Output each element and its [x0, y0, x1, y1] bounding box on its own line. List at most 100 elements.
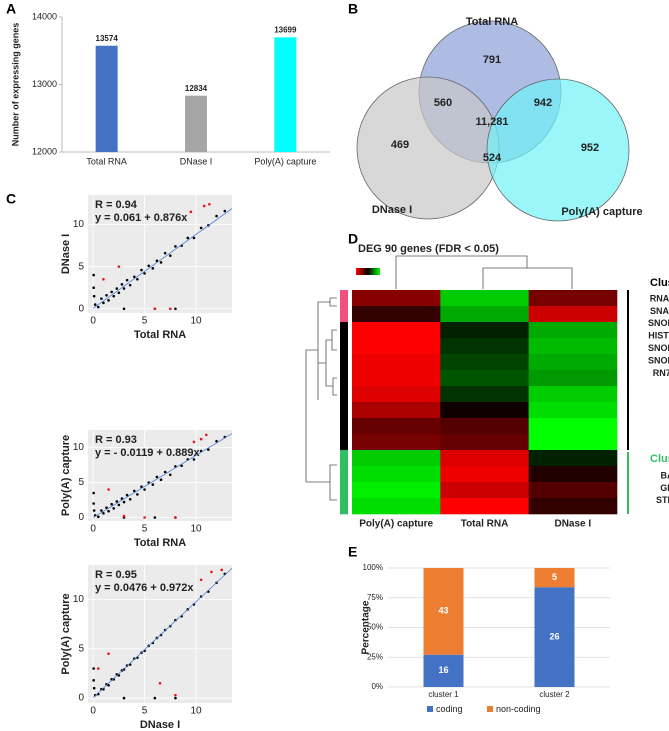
heatmap-cell: [440, 386, 529, 403]
set-label: Poly(A) capture: [561, 206, 642, 218]
annotation: y = 0.0476 + 0.972x: [95, 582, 194, 594]
value-label: 5: [552, 572, 557, 582]
heatmap-cell: [528, 386, 618, 403]
point: [125, 278, 129, 282]
value-label: 16: [438, 665, 448, 675]
point: [92, 286, 95, 290]
outlier-point: [122, 514, 126, 518]
point: [110, 502, 113, 506]
row-side-color: [340, 418, 348, 435]
heatmap-cell: [440, 418, 529, 435]
gene-label: GPC: [660, 483, 669, 493]
gene-label: SNORD3A: [648, 355, 669, 365]
point: [92, 273, 95, 277]
heatmap-cell: [440, 498, 529, 515]
outlier-point: [208, 202, 211, 206]
region-label: 942: [534, 97, 552, 109]
set-label: DNase I: [372, 204, 412, 216]
heatmap-cell: [440, 338, 529, 355]
y-tick-label: 10: [73, 594, 85, 605]
point: [215, 214, 218, 218]
point: [96, 515, 100, 519]
heatmap-cell: [440, 434, 529, 451]
point: [117, 503, 121, 507]
value-label: 12834: [185, 84, 208, 93]
point: [174, 245, 177, 248]
outlier-point: [96, 667, 100, 670]
points: [92, 567, 232, 700]
point: [122, 668, 126, 671]
point: [159, 633, 163, 637]
x-tick-label: 0: [90, 706, 96, 717]
bar-segment: [534, 568, 575, 588]
point: [112, 507, 116, 510]
bar-segment: [423, 654, 464, 687]
heatmap-cell: [440, 290, 529, 307]
outlier-point: [189, 210, 193, 214]
cluster-label: Cluster 2: [650, 453, 669, 465]
point: [151, 483, 155, 486]
chart-title: DEG 90 genes (FDR < 0.05): [358, 243, 499, 255]
bar: [274, 37, 297, 152]
gene-label: SNAR-C4: [650, 306, 669, 316]
point: [153, 516, 157, 519]
outlier-point: [210, 570, 213, 574]
point: [105, 506, 108, 510]
outlier-point: [143, 516, 146, 519]
bar: [185, 95, 207, 152]
heatmap-cell: [528, 418, 618, 435]
point: [92, 509, 96, 512]
point: [155, 259, 159, 263]
point: [115, 287, 119, 290]
point: [147, 264, 150, 268]
heatmap-cell: [352, 466, 441, 483]
heatmap-cell: [440, 354, 529, 371]
column-label: Poly(A) capture: [359, 519, 433, 530]
panel-letter: E: [348, 544, 357, 560]
point: [140, 485, 143, 489]
point: [102, 512, 105, 515]
region-label: 11,281: [475, 116, 508, 128]
y-tick-label: 0: [78, 512, 84, 523]
heatmap-cell: [528, 402, 618, 419]
y-axis-label: Number of expressing genes: [10, 23, 20, 147]
gene-label: STK16: [656, 495, 669, 505]
point: [168, 473, 172, 477]
point: [174, 307, 177, 311]
y-tick-label: 12000: [32, 146, 57, 156]
outlier-point: [107, 652, 110, 656]
panel-letter: C: [6, 191, 16, 207]
outlier-point: [220, 568, 224, 572]
heatmap-cell: [352, 482, 441, 499]
row-side-color: [340, 322, 348, 339]
x-tick-label: 10: [190, 524, 202, 535]
gene-label: BAX: [660, 470, 669, 480]
heatmap-cell: [352, 450, 441, 467]
region-label: 524: [483, 152, 502, 164]
x-tick-label: Total RNA: [86, 156, 127, 166]
x-tick-label: 0: [90, 316, 96, 327]
outlier-point: [192, 440, 196, 444]
outlier-point: [117, 265, 121, 268]
heatmap-cell: [352, 370, 441, 387]
cluster-label: Cluster 1: [650, 277, 669, 289]
heatmap-cell: [352, 498, 441, 515]
x-tick-label: cluster 1: [428, 690, 459, 699]
fit-line: [92, 208, 232, 309]
heatmap-cell: [352, 338, 441, 355]
heatmap-cell: [352, 434, 441, 451]
y-axis-label: Poly(A) capture: [60, 593, 72, 674]
panel-letter: B: [348, 1, 358, 17]
region-label: 952: [581, 142, 599, 154]
heatmap-cell: [352, 386, 441, 403]
row-side-color: [340, 450, 348, 467]
point: [143, 488, 146, 491]
outlier-point: [107, 488, 110, 491]
outlier-point: [199, 437, 203, 441]
heatmap-cell: [528, 290, 618, 307]
point: [136, 493, 139, 496]
point: [174, 696, 177, 700]
outlier-point: [168, 307, 172, 311]
x-tick-label: 0: [90, 524, 96, 535]
y-tick-label: 10: [73, 442, 85, 453]
